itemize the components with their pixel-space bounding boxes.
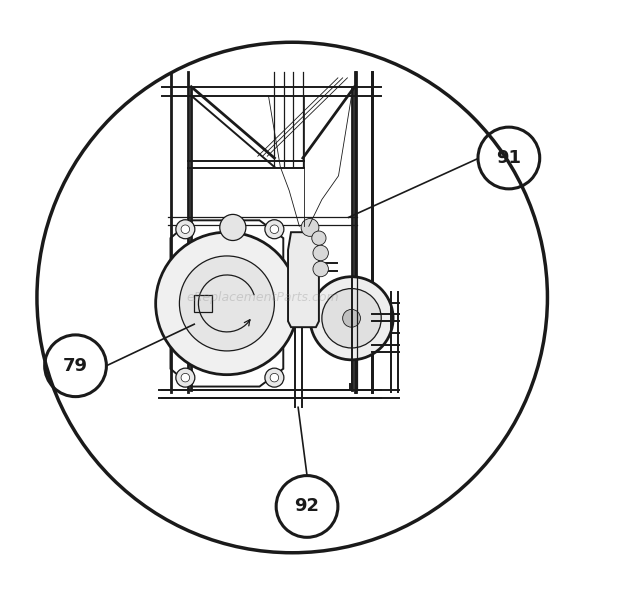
Circle shape	[310, 277, 393, 360]
Text: 91: 91	[497, 149, 521, 167]
Circle shape	[181, 374, 190, 382]
Circle shape	[322, 289, 381, 348]
Circle shape	[312, 231, 326, 245]
Circle shape	[270, 374, 278, 382]
Circle shape	[176, 220, 195, 239]
Circle shape	[219, 214, 246, 240]
Circle shape	[343, 309, 360, 327]
Circle shape	[265, 368, 284, 387]
Circle shape	[176, 368, 195, 387]
Circle shape	[181, 225, 190, 233]
Circle shape	[156, 232, 298, 375]
Circle shape	[265, 220, 284, 239]
Circle shape	[313, 245, 329, 261]
Text: eReplacementParts.com: eReplacementParts.com	[186, 291, 339, 304]
Text: 79: 79	[63, 357, 88, 375]
Circle shape	[313, 261, 329, 277]
Text: 92: 92	[294, 497, 319, 515]
Circle shape	[301, 218, 319, 236]
Bar	[194, 295, 212, 312]
Polygon shape	[288, 232, 319, 327]
Circle shape	[45, 335, 107, 397]
Circle shape	[179, 256, 275, 351]
Circle shape	[270, 225, 278, 233]
Circle shape	[276, 475, 338, 537]
Circle shape	[478, 127, 540, 189]
